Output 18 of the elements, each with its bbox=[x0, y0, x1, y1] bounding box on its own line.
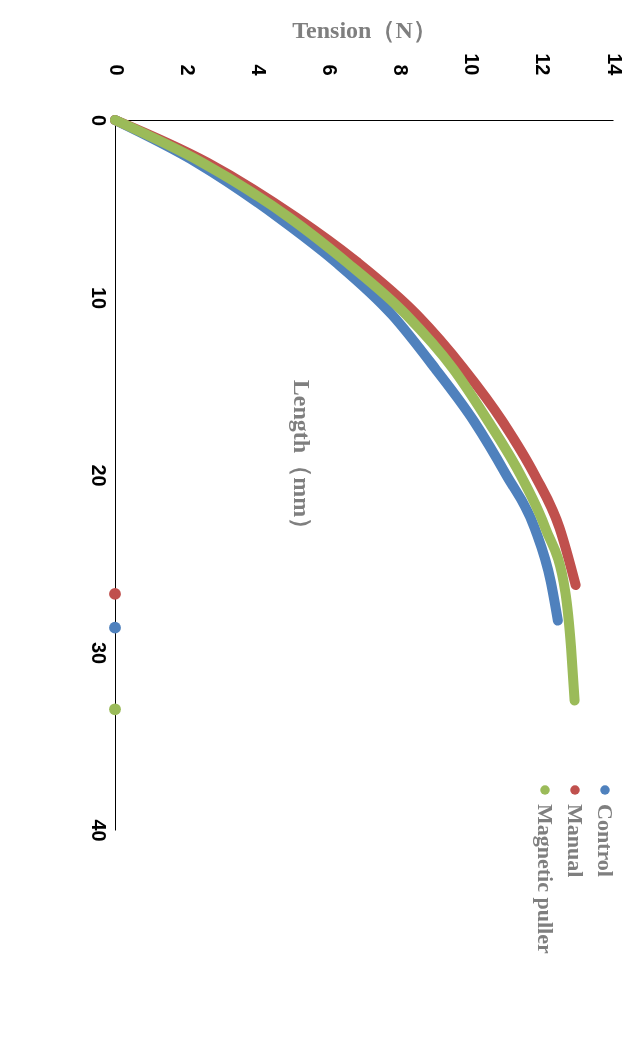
x-tick-label: 2 bbox=[176, 64, 199, 76]
x-tick-label: 10 bbox=[461, 53, 484, 76]
legend-label: Magnetic puller bbox=[533, 804, 558, 954]
x-tick-label: 6 bbox=[318, 64, 341, 76]
x-axis-title: Tension（N） bbox=[292, 17, 437, 44]
legend-label: Control bbox=[593, 804, 618, 877]
y-tick-label: 10 bbox=[87, 286, 110, 310]
x-tick-label: 12 bbox=[532, 53, 555, 76]
legend-label: Manual bbox=[563, 804, 588, 878]
y-tick-label: 0 bbox=[87, 114, 110, 127]
x-tick-label: 0 bbox=[105, 64, 128, 76]
x-tick-label: 4 bbox=[247, 64, 270, 77]
x-tick-label: 8 bbox=[390, 64, 413, 76]
y-tick-label: 30 bbox=[87, 641, 110, 665]
y-axis-title: Length（mm） bbox=[288, 379, 315, 542]
y-tick-label: 40 bbox=[87, 819, 110, 842]
y-tick-label: 20 bbox=[87, 464, 110, 487]
x-tick-label: 14 bbox=[603, 53, 626, 77]
